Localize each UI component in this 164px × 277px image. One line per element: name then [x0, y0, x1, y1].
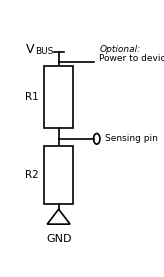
Text: BUS: BUS: [35, 47, 53, 56]
Bar: [44, 146, 73, 204]
Text: R1: R1: [25, 92, 39, 102]
Text: Power to device: Power to device: [99, 53, 164, 63]
Polygon shape: [47, 209, 70, 224]
Text: Sensing pin: Sensing pin: [105, 134, 158, 143]
Text: GND: GND: [46, 234, 71, 244]
Text: Optional:: Optional:: [99, 45, 140, 54]
Bar: [44, 66, 73, 128]
Text: V: V: [26, 43, 34, 56]
Text: R2: R2: [25, 170, 39, 180]
